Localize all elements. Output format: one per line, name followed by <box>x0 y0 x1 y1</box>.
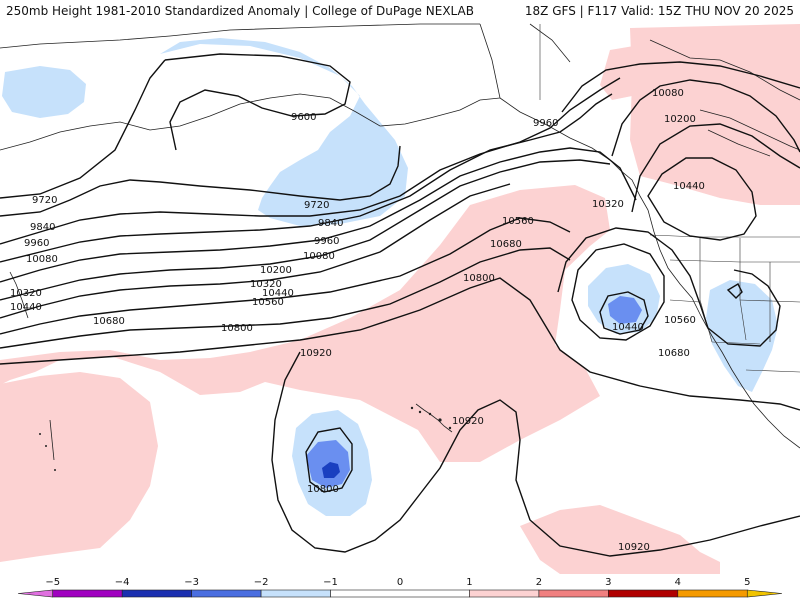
contour-label-9960: 9960 <box>314 236 339 247</box>
colorbar-tick-label: −1 <box>323 577 338 588</box>
contour-label-10680: 10680 <box>490 239 522 250</box>
negative-anomaly-region <box>2 66 86 118</box>
negative-anomaly-core <box>322 462 340 478</box>
contour-label-10920: 10920 <box>300 348 332 359</box>
colorbar-bin <box>538 589 609 598</box>
colorbar-bin <box>469 589 540 598</box>
colorbar-tick-label: 4 <box>675 577 681 588</box>
colorbar-bin <box>608 589 679 598</box>
positive-anomaly-region <box>0 372 158 562</box>
anomaly-colorbar: −5 −4 −3 −2 −1 0 1 2 3 4 5 <box>17 577 783 598</box>
positive-anomaly-region <box>0 185 610 462</box>
contour-label-10440: 10440 <box>10 302 42 313</box>
contour-label-10320: 10320 <box>592 199 624 210</box>
contour-label-10920: 10920 <box>618 542 650 553</box>
colorbar-bin <box>746 589 783 598</box>
contour-label-10080: 10080 <box>303 251 335 262</box>
colorbar-tick-label: 0 <box>397 577 403 588</box>
positive-anomaly-region <box>600 45 660 100</box>
contour-label-10440: 10440 <box>262 288 294 299</box>
colorbar-bin <box>191 589 262 598</box>
contour-label-9720: 9720 <box>32 195 57 206</box>
negative-anomaly-region <box>160 38 408 226</box>
positive-anomaly-region <box>520 505 720 574</box>
contour-label-10560: 10560 <box>664 315 696 326</box>
colorbar-bin <box>330 589 470 598</box>
contour-label-10080: 10080 <box>26 254 58 265</box>
colorbar-tick-label: 1 <box>466 577 472 588</box>
contour-label-10080: 10080 <box>652 88 684 99</box>
colorbar-tick-label: −5 <box>45 577 60 588</box>
model-run-info: 18Z GFS | F117 Valid: 15Z THU NOV 20 202… <box>524 4 794 18</box>
weather-map[interactable]: 9600 9720 9720 9840 9840 9960 9960 9960 … <box>0 22 800 574</box>
negative-anomaly-region <box>706 280 778 392</box>
contour-label-10200: 10200 <box>260 265 292 276</box>
colorbar-tick-label: −4 <box>115 577 130 588</box>
anomaly-shading <box>0 24 800 574</box>
island-markers <box>39 406 452 471</box>
contour-label-10680: 10680 <box>658 348 690 359</box>
height-contours <box>0 53 800 557</box>
colorbar-tick-label: 5 <box>744 577 750 588</box>
contour-label-10200: 10200 <box>664 114 696 125</box>
contour-label-10440: 10440 <box>612 322 644 333</box>
colorbar-tick-label: −3 <box>184 577 199 588</box>
contour-label-10440: 10440 <box>673 181 705 192</box>
contour-label-9600: 9600 <box>291 112 316 123</box>
contour-label-10560: 10560 <box>252 297 284 308</box>
contour-label-10320: 10320 <box>250 279 282 290</box>
contour-label-10800: 10800 <box>307 484 339 495</box>
contour-label-10680: 10680 <box>93 316 125 327</box>
contour-label-9720: 9720 <box>304 200 329 211</box>
contour-label-9960: 9960 <box>533 118 558 129</box>
negative-anomaly-region-strong <box>608 296 642 324</box>
colorbar-bin <box>17 589 54 598</box>
contour-label-10800: 10800 <box>463 273 495 284</box>
colorbar-bin <box>121 589 192 598</box>
contour-label-10560: 10560 <box>502 216 534 227</box>
contour-label-9960: 9960 <box>24 238 49 249</box>
contour-label-9840: 9840 <box>30 222 55 233</box>
contour-label-10320: 10320 <box>10 288 42 299</box>
contour-label-10920: 10920 <box>452 416 484 427</box>
header-bar: 250mb Height 1981-2010 Standardized Anom… <box>0 0 800 23</box>
colorbar-bin <box>677 589 748 598</box>
colorbar-tick-label: 3 <box>605 577 611 588</box>
colorbar-bin <box>260 589 331 598</box>
colorbar-tick-label: −2 <box>254 577 269 588</box>
contour-labels: 9600 9720 9720 9840 9840 9960 9960 9960 … <box>10 88 705 553</box>
contour-label-9840: 9840 <box>318 218 343 229</box>
colorbar-bin <box>52 589 123 598</box>
contour-label-10800: 10800 <box>221 323 253 334</box>
coastlines <box>0 23 800 461</box>
map-title: 250mb Height 1981-2010 Standardized Anom… <box>6 4 474 18</box>
positive-anomaly-region <box>630 24 800 205</box>
colorbar-tick-label: 2 <box>536 577 542 588</box>
